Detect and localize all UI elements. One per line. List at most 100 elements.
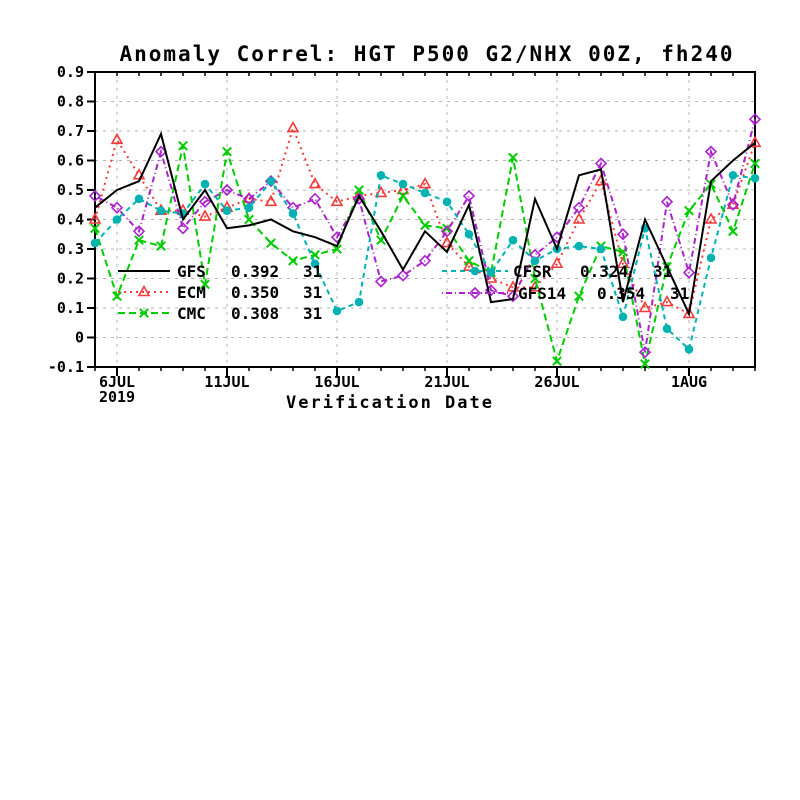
y-tick-label: 0	[75, 329, 84, 347]
circle-marker	[310, 259, 320, 269]
circle-marker	[750, 173, 760, 183]
diamond-marker	[132, 225, 146, 238]
x-marker	[332, 244, 342, 254]
x-marker	[134, 235, 144, 246]
triangle-marker	[418, 176, 432, 189]
series-cfsr	[90, 170, 760, 354]
y-tick-label: 0.8	[57, 93, 84, 111]
diamond-marker	[506, 290, 520, 303]
legend-name: CFSR	[513, 262, 552, 281]
circle-marker	[112, 215, 122, 224]
legend-count: 31	[303, 262, 322, 281]
legend-score: 0.392	[231, 262, 279, 281]
x-tick-label: 11JUL	[204, 373, 249, 391]
plot-area: 0.9 0.8 0.7 0.6 0.5 0.4 0.3 0.2 0.1 0 -0.1 6JUL2019…	[48, 63, 762, 406]
diamond-marker	[748, 113, 762, 126]
diamond-marker	[572, 201, 586, 214]
x-marker	[139, 308, 149, 318]
circle-marker	[596, 244, 606, 254]
series-ecm-line	[94, 125, 756, 316]
diamond-marker	[418, 254, 432, 267]
triangle-marker	[110, 132, 124, 145]
legend-entry-ecm: ECM 0.350 31	[118, 283, 322, 302]
y-tick-label: 0.3	[57, 240, 84, 258]
triangle-marker	[572, 212, 586, 224]
circle-marker	[376, 170, 386, 180]
x-axis-title: Verification Date	[286, 393, 494, 413]
circle-marker	[662, 324, 672, 333]
x-marker	[244, 214, 254, 225]
legend-score: 0.324	[580, 262, 628, 281]
circle-marker	[90, 238, 100, 248]
circle-marker	[464, 229, 474, 239]
y-tick-label: 0.9	[57, 63, 84, 81]
y-tick-label: 0.6	[57, 152, 84, 170]
diamond-marker	[352, 192, 366, 205]
x-marker	[728, 226, 738, 237]
x-marker	[464, 255, 474, 266]
diamond-marker	[462, 189, 476, 203]
diamond-marker	[198, 195, 212, 208]
triangle-marker	[374, 185, 388, 198]
y-tick-label: 0.4	[57, 211, 84, 229]
x-tick-label: 1AUG	[671, 373, 707, 391]
x-marker	[574, 291, 584, 302]
circle-marker	[470, 266, 480, 276]
circle-marker	[222, 206, 232, 215]
legend-name: GFS14	[518, 284, 566, 303]
diamond-marker	[704, 145, 718, 158]
x-marker	[222, 146, 232, 157]
legend-name: ECM	[177, 283, 206, 302]
triangle-marker	[726, 197, 740, 210]
legend-entry-cfsr: CFSR 0.324 31	[442, 262, 672, 281]
y-tick-label: 0.7	[57, 122, 84, 140]
chart-title: Anomaly Correl: HGT P500 G2/NHX 00Z, fh2…	[119, 42, 734, 66]
legend-score: 0.308	[231, 304, 279, 323]
x-marker	[640, 359, 650, 369]
x-marker	[354, 185, 364, 195]
x-axis-year-label: 2019	[99, 388, 135, 406]
triangle-marker	[286, 120, 300, 133]
diamond-marker	[374, 275, 388, 288]
diamond-marker	[220, 183, 234, 197]
circle-marker	[530, 256, 540, 266]
legend-entry-gfs: GFS 0.392 31	[118, 262, 322, 281]
triangle-marker	[638, 300, 652, 313]
triangle-marker	[396, 182, 410, 195]
triangle-marker	[88, 212, 102, 224]
triangle-marker	[616, 256, 630, 269]
diamond-marker	[330, 231, 344, 244]
x-marker	[200, 279, 210, 290]
x-tick-label: 6JUL	[99, 373, 135, 391]
y-tick-label: 0.5	[57, 181, 84, 199]
triangle-marker	[660, 294, 674, 307]
circle-marker	[684, 345, 694, 354]
circle-marker	[266, 176, 276, 186]
triangle-marker	[550, 256, 564, 269]
diamond-marker	[726, 198, 740, 211]
legend-name: GFS	[177, 262, 206, 281]
series-gfs14-line	[94, 118, 756, 353]
circle-marker	[398, 179, 408, 189]
circle-marker	[200, 179, 210, 189]
y-tick-label: -0.1	[48, 358, 84, 376]
circle-marker	[574, 241, 584, 251]
triangle-marker	[264, 194, 278, 207]
legend-count: 31	[653, 262, 672, 281]
series-gfs	[94, 131, 756, 318]
circle-marker	[288, 209, 298, 218]
diamond-marker	[176, 222, 190, 235]
legend-name: CMC	[177, 304, 206, 323]
legend-score: 0.354	[597, 284, 645, 303]
diamond-marker	[110, 201, 124, 214]
circle-marker	[354, 297, 364, 307]
circle-marker	[332, 306, 342, 316]
series-gfs-line	[94, 131, 756, 318]
triangle-marker	[440, 235, 454, 248]
legend-score: 0.350	[231, 283, 279, 302]
circle-marker	[134, 194, 144, 204]
diamond-marker	[616, 228, 630, 241]
x-marker	[112, 291, 122, 302]
